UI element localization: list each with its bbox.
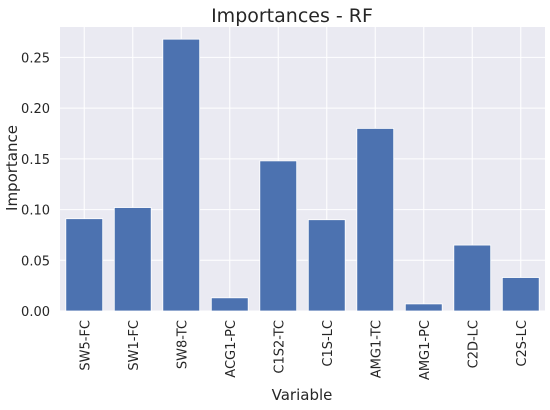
y-axis-ticks: 0.00 0.05 0.10 0.15 0.20 0.25	[21, 51, 50, 320]
y-tick-label: 0.15	[21, 153, 50, 168]
y-tick-label: 0.25	[21, 51, 50, 66]
x-tick-label: C2S-LC	[515, 320, 530, 367]
bar	[113, 207, 152, 312]
x-axis-label: Variable	[272, 386, 333, 404]
x-tick-label: C2D-LC	[466, 320, 481, 368]
x-tick-label: SW1-FC	[127, 320, 142, 371]
x-tick-label: ACG1-PC	[224, 320, 239, 378]
bar	[259, 160, 298, 312]
bar	[404, 303, 443, 312]
y-tick-label: 0.20	[21, 102, 50, 117]
bar	[210, 297, 249, 312]
x-tick-label: SW8-TC	[175, 320, 190, 369]
y-tick-label: 0.00	[21, 305, 50, 320]
x-axis-ticks: SW5-FC SW1-FC SW8-TC ACG1-PC C1S2-TC C1S-LC AM…	[78, 320, 530, 380]
bar	[356, 128, 395, 312]
x-tick-label: AMG1-PC	[418, 320, 433, 380]
x-tick-label: AMG1-TC	[369, 320, 384, 378]
bar	[453, 244, 492, 312]
bar	[65, 218, 104, 312]
bar	[501, 277, 540, 312]
bars	[65, 38, 540, 312]
bar	[162, 38, 201, 312]
x-tick-label: C1S-LC	[321, 320, 336, 367]
x-tick-label: C1S2-TC	[272, 320, 287, 374]
bar	[307, 219, 346, 312]
y-axis-label: Importance	[3, 125, 21, 211]
x-tick-label: SW5-FC	[78, 320, 93, 371]
y-tick-label: 0.10	[21, 204, 50, 219]
chart-title: Importances - RF	[211, 5, 373, 27]
y-tick-label: 0.05	[21, 254, 50, 269]
